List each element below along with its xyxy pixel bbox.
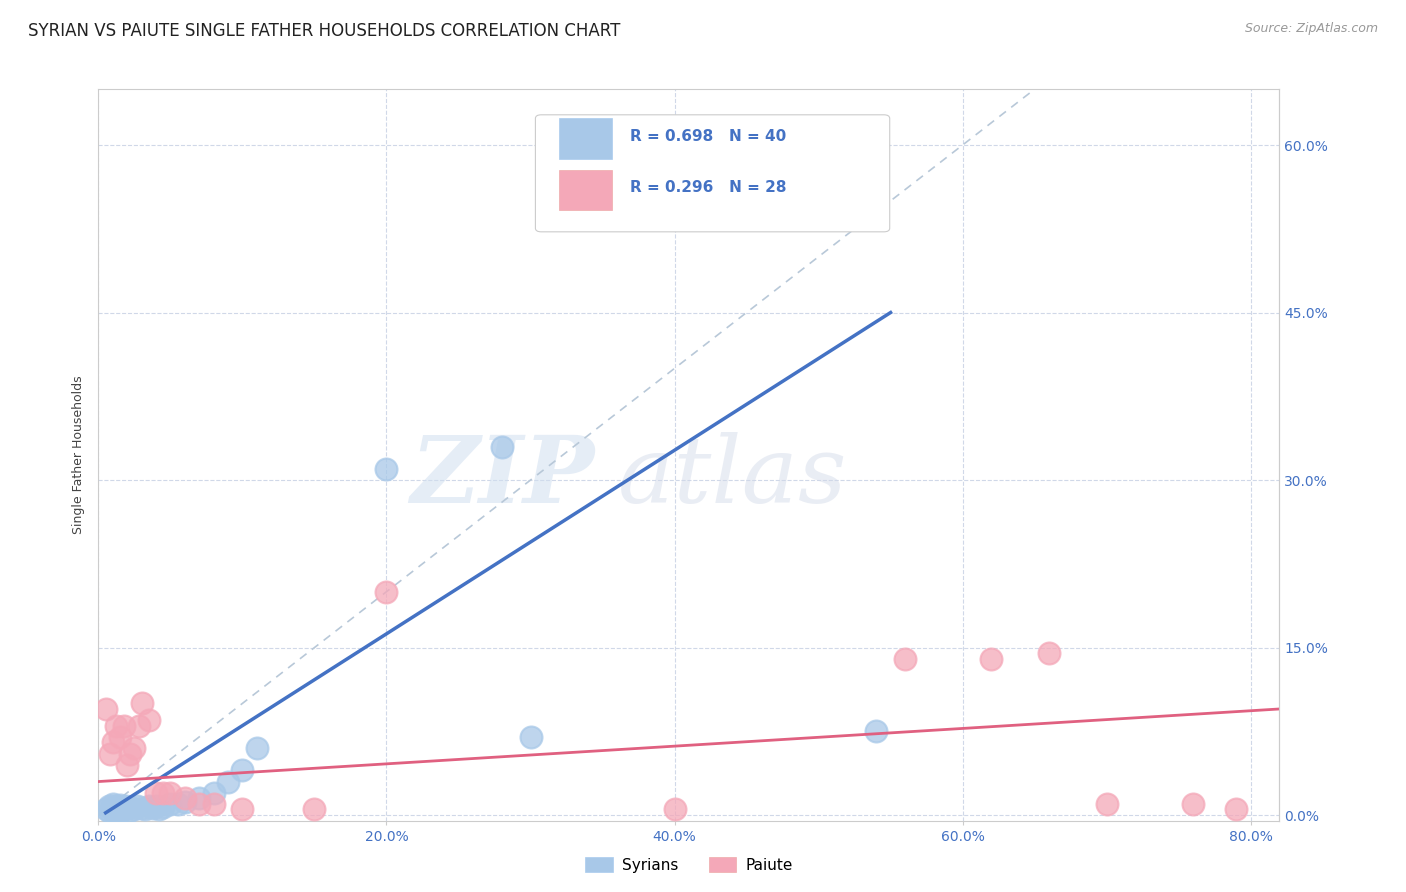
Text: Source: ZipAtlas.com: Source: ZipAtlas.com — [1244, 22, 1378, 36]
Text: atlas: atlas — [619, 432, 848, 522]
Point — [98, 805, 121, 819]
Point — [159, 786, 181, 800]
Point — [101, 804, 124, 818]
Point — [375, 584, 398, 599]
Point — [108, 802, 131, 816]
Point — [519, 730, 541, 744]
Point — [173, 791, 195, 805]
Text: R = 0.698   N = 40: R = 0.698 N = 40 — [630, 129, 786, 145]
Point — [108, 730, 131, 744]
Legend: Syrians, Paiute: Syrians, Paiute — [579, 851, 799, 879]
Point — [166, 797, 188, 811]
Point — [138, 713, 160, 727]
Point — [188, 791, 211, 805]
Point — [980, 651, 1002, 665]
Point — [115, 757, 138, 772]
Point — [1182, 797, 1205, 811]
Point — [145, 786, 167, 800]
Point — [217, 774, 239, 789]
Point — [94, 702, 117, 716]
Point — [128, 719, 150, 733]
Point — [231, 802, 253, 816]
FancyBboxPatch shape — [536, 115, 890, 232]
Point — [104, 719, 127, 733]
Point — [1095, 797, 1118, 811]
Point — [115, 801, 138, 815]
Point — [159, 797, 181, 811]
Point — [148, 802, 170, 816]
Point — [231, 764, 253, 778]
Point — [246, 741, 269, 756]
Point — [104, 799, 127, 814]
Point — [118, 804, 141, 818]
Point — [112, 802, 135, 816]
Point — [664, 802, 686, 816]
Point — [131, 801, 153, 815]
Point — [107, 800, 129, 814]
Point — [124, 802, 146, 816]
Point — [97, 799, 120, 814]
Point — [134, 802, 156, 816]
Point — [173, 795, 195, 809]
Point — [138, 799, 160, 814]
Point — [304, 802, 326, 816]
Point — [103, 802, 125, 816]
Point — [152, 800, 174, 814]
Point — [894, 651, 917, 665]
Text: ZIP: ZIP — [411, 432, 595, 522]
Point — [100, 801, 122, 815]
Point — [112, 719, 135, 733]
Point — [98, 747, 121, 761]
Point — [152, 786, 174, 800]
Point — [145, 799, 167, 814]
FancyBboxPatch shape — [560, 169, 612, 210]
Point — [1225, 802, 1247, 816]
Text: R = 0.296   N = 28: R = 0.296 N = 28 — [630, 180, 786, 195]
Text: SYRIAN VS PAIUTE SINGLE FATHER HOUSEHOLDS CORRELATION CHART: SYRIAN VS PAIUTE SINGLE FATHER HOUSEHOLD… — [28, 22, 620, 40]
Point — [491, 440, 513, 454]
Point — [94, 802, 117, 816]
FancyBboxPatch shape — [560, 119, 612, 159]
Point — [110, 804, 132, 818]
Point — [202, 797, 225, 811]
Point — [865, 724, 887, 739]
Point — [188, 797, 211, 811]
Point — [1038, 646, 1060, 660]
Point — [127, 799, 149, 814]
Point — [120, 747, 142, 761]
Point — [124, 741, 146, 756]
Point — [101, 735, 124, 749]
Y-axis label: Single Father Households: Single Father Households — [72, 376, 86, 534]
Point — [375, 462, 398, 476]
Point — [105, 805, 128, 819]
Point — [120, 800, 142, 814]
Point — [131, 697, 153, 711]
Point — [108, 797, 131, 812]
Point — [101, 797, 124, 811]
Point — [111, 801, 134, 815]
Point — [114, 799, 136, 814]
Point — [142, 801, 165, 815]
Point — [202, 786, 225, 800]
